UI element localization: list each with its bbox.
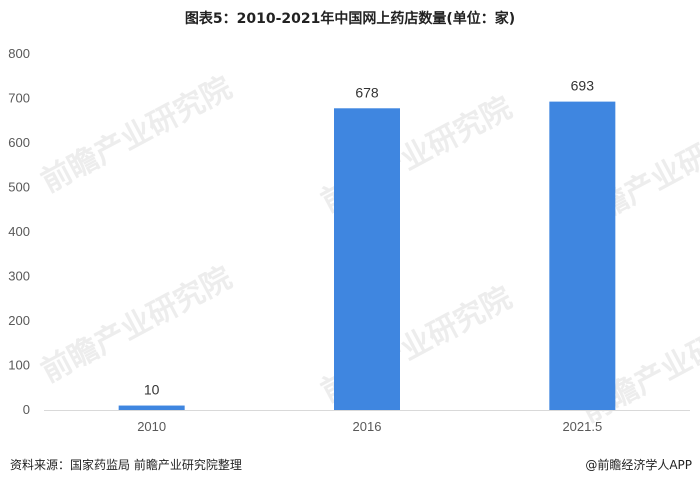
data-labels: 10 678 693	[144, 78, 594, 398]
y-tick-label: 600	[8, 135, 30, 150]
chart-title: 图表5：2010-2021年中国网上药店数量(单位：家)	[184, 11, 516, 27]
bar-2021.5	[549, 101, 616, 411]
y-tick-label: 200	[8, 313, 30, 328]
bars	[118, 101, 616, 411]
bar-2010	[118, 405, 185, 410]
brand-credit: @前瞻经济学人APP	[585, 458, 692, 472]
y-tick-label: 0	[23, 402, 30, 417]
data-label: 693	[571, 78, 595, 94]
y-tick-label: 300	[8, 269, 30, 284]
x-tick-label: 2016	[353, 419, 382, 434]
x-axis-labels: 2010 2016 2021.5	[137, 419, 602, 434]
x-tick-label: 2010	[137, 419, 166, 434]
source-note: 资料来源：国家药监局 前瞻产业研究院整理	[10, 458, 242, 472]
x-tick-label: 2021.5	[562, 419, 602, 434]
y-tick-label: 700	[8, 91, 30, 106]
data-label: 678	[355, 84, 379, 100]
y-axis-ticks: 0 100 200 300 400 500 600 700 800	[8, 46, 30, 417]
data-label: 10	[144, 382, 160, 398]
y-tick-label: 500	[8, 180, 30, 195]
y-tick-label: 800	[8, 46, 30, 61]
y-tick-label: 100	[8, 358, 30, 373]
y-tick-label: 400	[8, 224, 30, 239]
bar-2016	[334, 108, 400, 410]
